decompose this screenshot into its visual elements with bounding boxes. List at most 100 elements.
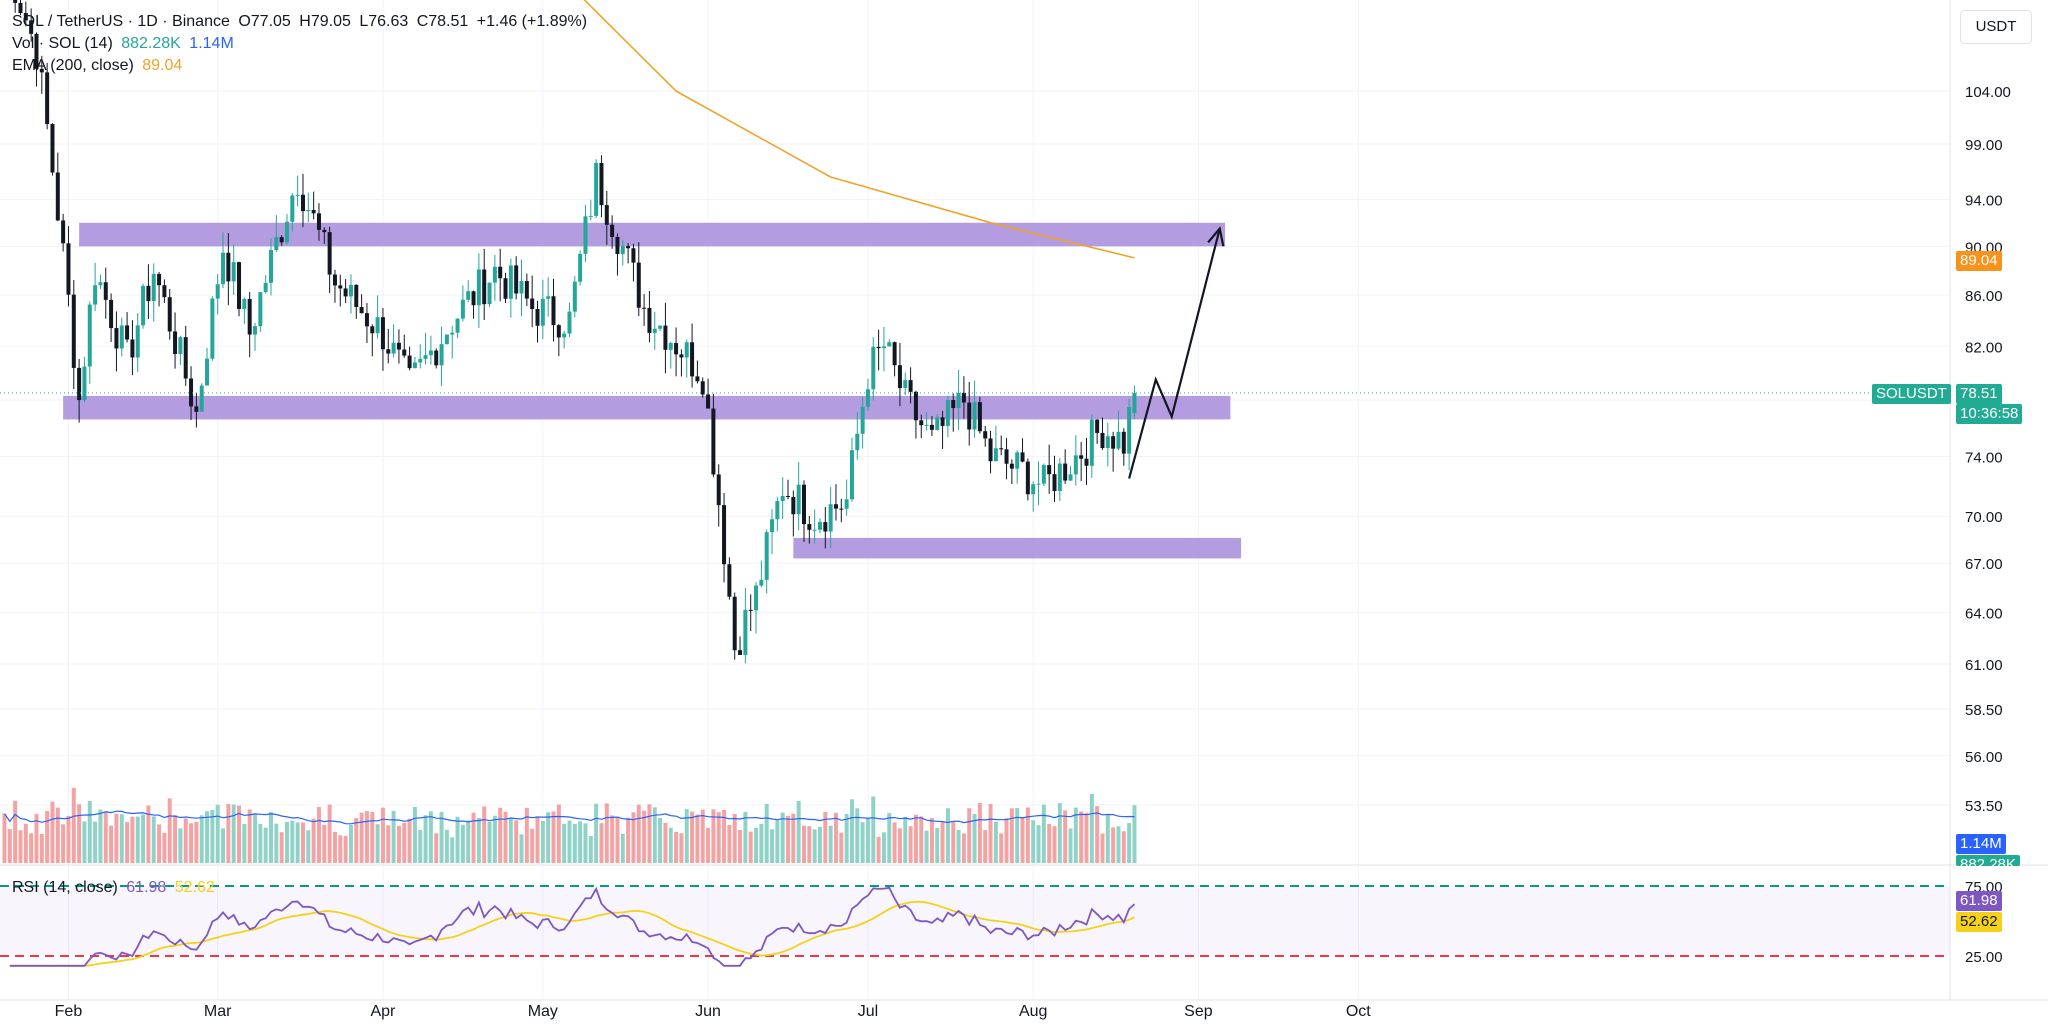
candle-body xyxy=(546,296,551,299)
volume-bar xyxy=(812,829,817,863)
volume-bar xyxy=(343,835,348,863)
volume-bar xyxy=(98,809,103,863)
volume-bar xyxy=(636,804,641,863)
currency-button[interactable]: USDT xyxy=(1960,10,2032,44)
candle-body xyxy=(34,33,39,69)
time-tick-label: Jun xyxy=(695,1003,721,1020)
volume-bar xyxy=(796,800,801,863)
volume-bar xyxy=(498,807,503,863)
volume-bar xyxy=(535,816,540,863)
candle-body xyxy=(658,325,663,329)
volume-bar xyxy=(114,813,119,863)
volume-bar xyxy=(508,817,513,863)
candle-body xyxy=(913,391,918,421)
volume-bar xyxy=(242,823,247,863)
volume-bar xyxy=(18,830,23,863)
volume-bar xyxy=(754,828,759,863)
candle-body xyxy=(487,282,492,305)
volume-bar xyxy=(695,814,700,863)
candle-body xyxy=(460,299,465,319)
candle-body xyxy=(770,519,775,533)
volume-bar xyxy=(556,804,561,863)
volume-bar xyxy=(364,811,369,863)
volume-bar xyxy=(380,807,385,863)
volume-bar xyxy=(961,833,966,863)
volume-bar xyxy=(354,818,359,863)
volume-bar xyxy=(684,809,689,863)
volume-bar xyxy=(1015,808,1020,863)
candle-body xyxy=(887,342,892,347)
volume-bar xyxy=(988,803,993,863)
symbol-legend: SOL / TetherUS · 1D · Binance O77.05 H79… xyxy=(12,12,591,32)
volume-bar xyxy=(615,817,620,863)
candle-body xyxy=(839,508,844,510)
candle-body xyxy=(743,609,748,655)
candle-body xyxy=(215,284,220,299)
candle-body xyxy=(972,402,977,430)
last-price-badge: 78.51 xyxy=(1956,384,2002,404)
volume-bar xyxy=(770,829,775,863)
volume-bar xyxy=(738,829,743,863)
candle-body xyxy=(1089,419,1094,466)
candle-body xyxy=(706,394,711,409)
volume-bar xyxy=(903,817,908,863)
candle-body xyxy=(1041,465,1046,484)
candle-body xyxy=(66,243,71,295)
volume-bar xyxy=(860,822,865,863)
candle-body xyxy=(716,474,721,506)
volume-bar xyxy=(1004,818,1009,863)
candle-body xyxy=(162,285,167,298)
candle-body xyxy=(1116,431,1121,449)
volume-bar xyxy=(897,828,902,863)
candle-body xyxy=(1105,436,1110,449)
volume-bar xyxy=(45,810,50,863)
grid-lines xyxy=(0,0,1950,1000)
candle-body xyxy=(817,522,822,530)
candlestick-series xyxy=(0,0,1950,664)
volume-bar xyxy=(658,818,663,863)
candle-body xyxy=(492,266,497,283)
volume-badge: 882.28K xyxy=(1956,855,2020,866)
volume-bar xyxy=(396,825,401,863)
price-tick-label: 82.00 xyxy=(1965,339,2003,356)
candle-body xyxy=(135,325,140,358)
volume-bar xyxy=(183,818,188,863)
candle-body xyxy=(503,278,508,299)
ohlc-close: C78.51 xyxy=(416,13,469,30)
volume-bar xyxy=(865,818,870,863)
candle-body xyxy=(476,269,481,306)
candle-body xyxy=(1095,419,1100,433)
candle-body xyxy=(865,389,870,407)
volume-bar xyxy=(833,812,838,863)
volume-ma-value: 1.14M xyxy=(189,35,234,52)
volume-bar xyxy=(546,812,551,863)
volume-bar xyxy=(215,804,220,863)
candle-body xyxy=(514,265,519,294)
volume-bar xyxy=(370,811,375,863)
candle-body xyxy=(253,326,258,335)
candle-body xyxy=(679,354,684,358)
candle-body xyxy=(524,281,529,299)
volume-bar xyxy=(1047,823,1052,863)
candle-body xyxy=(428,350,433,356)
candle-body xyxy=(231,262,236,282)
candle-body xyxy=(1025,461,1030,495)
candle-body xyxy=(18,2,23,14)
price-tick-label: 61.00 xyxy=(1965,657,2003,674)
candle-body xyxy=(98,282,103,286)
volume-bar xyxy=(1111,827,1116,863)
candle-body xyxy=(284,221,289,243)
volume-bar xyxy=(237,805,242,863)
volume-bar xyxy=(476,817,481,863)
volume-bar xyxy=(135,816,140,863)
candle-body xyxy=(423,355,428,359)
price-zone xyxy=(793,537,1242,559)
volume-bar xyxy=(828,825,833,863)
candle-body xyxy=(738,650,743,655)
candle-body xyxy=(631,248,636,263)
volume-bar xyxy=(119,814,124,863)
volume-bar xyxy=(679,833,684,863)
volume-legend: Vol · SOL (14) 882.28K 1.14M xyxy=(12,34,238,54)
volume-bar xyxy=(1009,808,1014,863)
